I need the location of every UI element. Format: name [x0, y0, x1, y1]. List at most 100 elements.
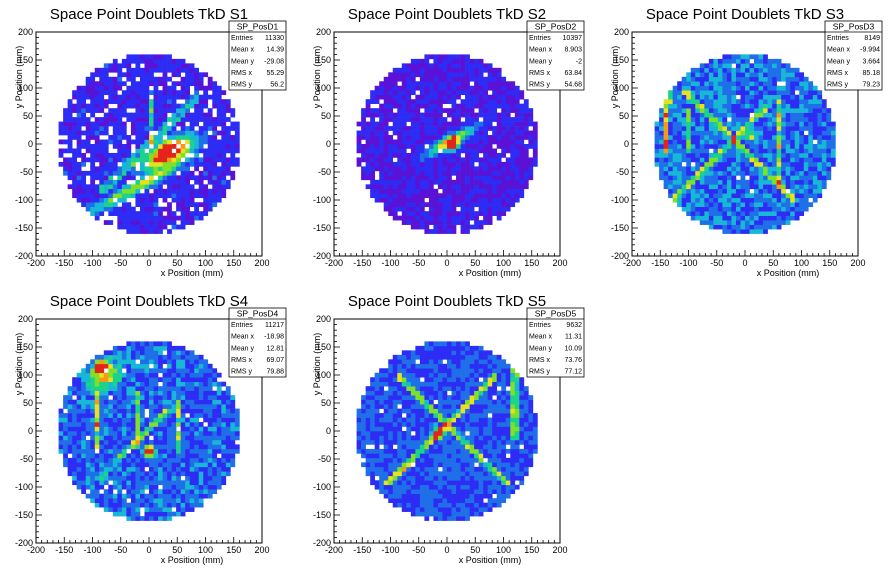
heatmap-bin	[139, 475, 145, 481]
heatmap-bin	[808, 139, 814, 145]
heatmap-bin	[117, 377, 123, 383]
heatmap-bin	[63, 399, 68, 405]
heatmap-bin	[817, 157, 823, 163]
heatmap-bin	[745, 67, 750, 73]
heatmap-bin	[167, 399, 172, 405]
heatmap-bin	[81, 193, 87, 199]
heatmap-bin	[442, 211, 448, 216]
heatmap-bin	[695, 103, 701, 109]
heatmap-bin	[532, 144, 538, 149]
heatmap-bin	[135, 139, 141, 145]
heatmap-bin	[189, 175, 195, 181]
heatmap-bin	[198, 381, 204, 387]
heatmap-bin	[812, 157, 818, 163]
heatmap-bin	[76, 422, 82, 427]
heatmap-bin	[130, 435, 136, 441]
heatmap-bin	[158, 417, 163, 423]
heatmap-bin	[81, 372, 87, 378]
heatmap-bin	[465, 72, 470, 78]
heatmap-bin	[121, 422, 127, 427]
heatmap-bin	[523, 152, 529, 158]
heatmap-bin	[117, 63, 123, 69]
heatmap-bin	[189, 157, 195, 163]
heatmap-bin	[189, 489, 195, 495]
heatmap-bin	[76, 457, 82, 463]
heatmap-bin	[663, 170, 669, 176]
heatmap-bin	[808, 188, 814, 194]
heatmap-bin	[428, 54, 434, 60]
heatmap-bin	[94, 439, 100, 445]
heatmap-bin	[763, 63, 768, 69]
heatmap-bin	[699, 108, 705, 113]
heatmap-bin	[447, 157, 452, 163]
heatmap-bin	[149, 381, 154, 387]
heatmap-bin	[465, 193, 470, 199]
heatmap-bin	[126, 170, 132, 176]
heatmap-bin	[428, 99, 434, 104]
heatmap-bin	[442, 90, 448, 96]
heatmap-bin	[167, 94, 172, 100]
heatmap-bin	[790, 179, 796, 185]
heatmap-bin	[126, 157, 132, 163]
heatmap-bin	[767, 139, 773, 145]
heatmap-bin	[401, 135, 407, 140]
heatmap-bin	[767, 90, 773, 96]
heatmap-bin	[374, 161, 380, 167]
heatmap-bin	[677, 90, 683, 96]
heatmap-bin	[162, 144, 168, 149]
heatmap-bin	[722, 206, 728, 212]
heatmap-bin	[699, 157, 705, 163]
heatmap-bin	[433, 90, 439, 96]
heatmap-bin	[817, 188, 823, 194]
heatmap-bin	[731, 103, 737, 109]
heatmap-bin	[397, 108, 403, 113]
heatmap-bin	[153, 184, 159, 190]
heatmap-bin	[126, 480, 132, 486]
heatmap-bin	[483, 148, 488, 154]
heatmap-bin	[99, 206, 105, 212]
heatmap-bin	[785, 85, 791, 91]
heatmap-bin	[415, 103, 421, 109]
heatmap-bin	[158, 475, 163, 481]
heatmap-bin	[379, 121, 385, 127]
heatmap-bin	[749, 121, 755, 127]
heatmap-bin	[103, 157, 109, 163]
heatmap-bin	[496, 170, 502, 176]
heatmap-bin	[428, 148, 434, 154]
heatmap-bin	[781, 215, 786, 221]
heatmap-bin	[785, 179, 791, 185]
heatmap-bin	[677, 121, 683, 127]
heatmap-bin	[176, 435, 181, 441]
heatmap-bin	[149, 197, 154, 203]
heatmap-bin	[383, 112, 389, 118]
heatmap-bin	[469, 108, 475, 113]
heatmap-bin	[437, 112, 443, 118]
heatmap-bin	[94, 193, 100, 199]
heatmap-bin	[731, 224, 737, 230]
heatmap-bin	[108, 161, 114, 167]
heatmap-bin	[230, 457, 236, 463]
heatmap-bin	[763, 121, 768, 127]
heatmap-bin	[176, 502, 181, 508]
heatmap-bin	[149, 148, 154, 154]
heatmap-bin	[758, 103, 764, 109]
heatmap-bin	[126, 90, 132, 96]
heatmap-bin	[121, 381, 127, 387]
heatmap-bin	[230, 161, 236, 167]
heatmap-bin	[415, 206, 421, 212]
heatmap-bin	[108, 404, 114, 409]
heatmap-bin	[754, 211, 759, 216]
heatmap-bin	[153, 121, 159, 127]
heatmap-bin	[149, 157, 154, 163]
heatmap-bin	[171, 108, 177, 113]
heatmap-bin	[447, 166, 452, 172]
heatmap-bin	[442, 144, 448, 149]
heatmap-bin	[221, 108, 227, 113]
heatmap-bin	[383, 117, 389, 122]
heatmap-bin	[686, 197, 692, 203]
y-tick-label: 100	[18, 83, 33, 93]
heatmap-bin	[726, 161, 732, 167]
y-tick-label: -100	[15, 195, 33, 205]
heatmap-bin	[754, 85, 759, 91]
heatmap-bin	[523, 184, 529, 190]
